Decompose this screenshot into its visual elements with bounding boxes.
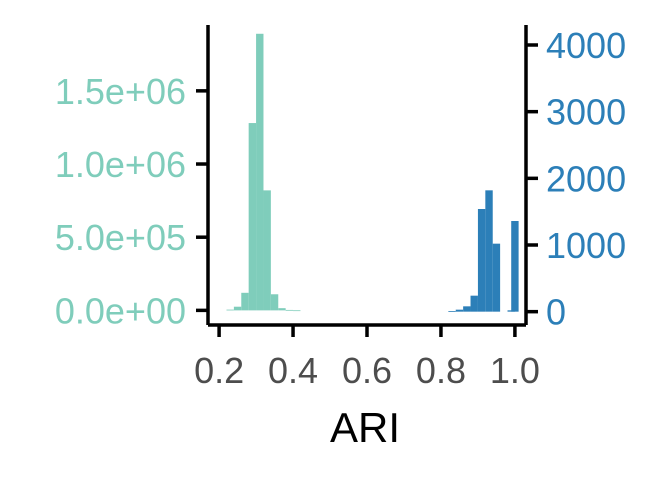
left-axis-tick-label: 0.0e+00	[55, 290, 186, 331]
left-series-bar	[285, 309, 294, 311]
right-series-bar	[492, 243, 501, 312]
right-series-bar	[511, 221, 519, 312]
right-series-bars	[448, 190, 519, 312]
x-axis-tick-label: 0.8	[416, 350, 466, 391]
x-axis-tick-label: 0.2	[194, 350, 244, 391]
x-axis-tick-label: 1.0	[490, 350, 540, 391]
right-series-bar	[448, 311, 456, 312]
left-axis-tick-label: 1.5e+06	[55, 71, 186, 112]
left-series-bar	[241, 292, 249, 311]
right-axis-tick-label: 4000	[546, 25, 626, 66]
left-series-bar	[233, 306, 242, 311]
left-series-bar	[278, 308, 286, 311]
right-axis-tick-label: 3000	[546, 92, 626, 133]
right-series-bar	[477, 209, 486, 312]
left-axis-tick-label: 1.0e+06	[55, 144, 186, 185]
x-axis-tick-label: 0.4	[268, 350, 318, 391]
x-axis-label: ARI	[330, 404, 400, 451]
right-axis-tick-label: 0	[546, 292, 566, 333]
left-axis-tick-label: 5.0e+05	[55, 217, 186, 258]
right-series-bar	[463, 306, 471, 312]
right-axis-tick-label: 2000	[546, 158, 626, 199]
left-series-bar	[256, 33, 264, 311]
left-series-bar	[263, 190, 271, 311]
left-series-bar	[226, 309, 234, 311]
axes: 0.0e+00 5.0e+05 1.0e+06 1.5e+06 0 1000 2000 300…	[55, 25, 626, 391]
right-series-bar	[485, 190, 493, 312]
left-series-bar	[248, 123, 257, 311]
right-series-bar	[455, 309, 464, 312]
x-axis-tick-label: 0.6	[342, 350, 392, 391]
left-series-bar	[293, 310, 301, 312]
left-series-bars	[226, 33, 301, 312]
right-series-bar	[470, 295, 478, 312]
right-axis-tick-label: 1000	[546, 225, 626, 266]
left-series-bar	[270, 294, 279, 311]
